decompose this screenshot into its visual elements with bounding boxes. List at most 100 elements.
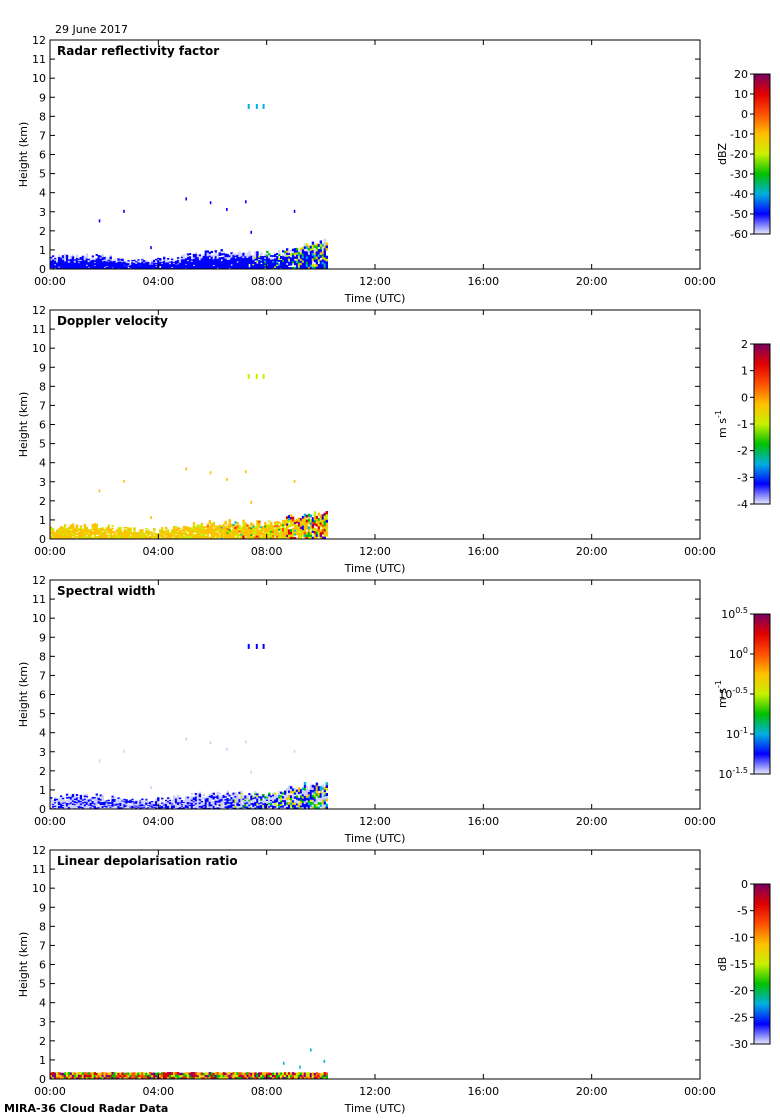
heatmap-cell <box>285 802 289 805</box>
heatmap-cell <box>153 805 156 808</box>
heatmap-cell <box>89 532 93 534</box>
heatmap-cell <box>143 263 146 265</box>
heatmap-cell <box>226 261 229 264</box>
heatmap-cell <box>147 266 150 268</box>
heatmap-cell <box>266 258 269 261</box>
heatmap-cell <box>131 798 134 801</box>
heatmap-cell <box>299 799 303 802</box>
heatmap-cell <box>87 804 91 806</box>
heatmap-cell <box>159 259 162 261</box>
heatmap-cell <box>67 805 71 807</box>
heatmap-cell <box>194 255 198 258</box>
heatmap-cell <box>163 535 166 537</box>
heatmap-cell <box>264 530 267 533</box>
heatmap-cell <box>127 261 130 263</box>
heatmap-cell <box>153 801 156 803</box>
heatmap-cell <box>242 1076 245 1080</box>
heatmap-cell <box>212 523 215 526</box>
heatmap-cell <box>180 262 184 264</box>
heatmap-cell <box>295 256 299 259</box>
heatmap-cell <box>291 518 295 522</box>
heatmap-cell <box>125 266 128 268</box>
heatmap-cell <box>59 265 63 267</box>
heatmap-cell <box>293 1074 297 1078</box>
heatmap-cell <box>190 1074 194 1078</box>
heatmap-cell <box>297 526 301 529</box>
heatmap-cell <box>101 258 104 261</box>
heatmap-cell <box>222 535 225 538</box>
heatmap-cell <box>323 786 327 790</box>
heatmap-cell <box>73 803 77 806</box>
heatmap-cell <box>228 807 231 810</box>
heatmap-cell <box>204 530 208 532</box>
heatmap-cell <box>305 258 309 262</box>
heatmap-cell <box>228 263 231 266</box>
heatmap-cell <box>59 263 63 266</box>
heatmap-cell <box>180 800 184 802</box>
heatmap-cell <box>238 805 241 808</box>
heatmap-cell <box>99 534 102 537</box>
heatmap-cell <box>125 267 128 269</box>
heatmap-cell <box>289 249 293 252</box>
heatmap-cell <box>224 803 227 805</box>
heatmap-cell <box>69 1072 73 1075</box>
heatmap-cell <box>81 799 85 801</box>
heatmap-cell <box>222 261 225 265</box>
heatmap-cell <box>274 264 277 267</box>
heatmap-cell <box>145 265 148 267</box>
heatmap-cell <box>228 266 231 269</box>
heatmap-cell <box>109 801 112 804</box>
heatmap-cell <box>323 262 327 267</box>
heatmap-cell <box>262 260 265 263</box>
heatmap-cell <box>168 799 172 802</box>
heatmap-cell <box>141 805 144 808</box>
heatmap-cell <box>73 1072 77 1076</box>
heatmap-cell <box>85 255 89 257</box>
heatmap-cell <box>69 530 73 533</box>
heatmap-cell <box>141 1076 144 1080</box>
heatmap-cell <box>50 261 53 264</box>
heatmap-cell <box>59 266 63 269</box>
heatmap-cell <box>252 260 255 263</box>
colorbar-tick-label: -30 <box>730 168 748 181</box>
heatmap-cell <box>270 1076 273 1080</box>
heatmap-cell <box>234 800 237 803</box>
heatmap-cell <box>311 536 315 540</box>
heatmap-cell <box>274 259 277 262</box>
heatmap-cell <box>282 520 285 523</box>
heatmap-cell <box>266 1074 269 1078</box>
heatmap-cell <box>254 532 257 535</box>
heatmap-cell <box>99 801 102 804</box>
heatmap-cell <box>117 533 120 535</box>
x-tick-label: 04:00 <box>142 815 174 828</box>
heatmap-cell <box>143 803 146 805</box>
heatmap-cell <box>202 530 206 532</box>
heatmap-cell <box>270 1074 273 1078</box>
heatmap-cell <box>85 261 89 264</box>
heatmap-cell <box>63 803 67 806</box>
heatmap-cell <box>103 261 106 264</box>
heatmap-cell <box>200 262 204 265</box>
heatmap-cell <box>212 257 215 260</box>
heatmap-cell <box>133 803 136 805</box>
heatmap-cell <box>178 530 182 532</box>
heatmap-cell <box>278 1076 281 1080</box>
heatmap-cell <box>226 1076 229 1080</box>
heatmap-cell <box>99 531 102 533</box>
heatmap-cell <box>311 519 315 523</box>
heatmap-cell <box>220 528 223 530</box>
heatmap-cell <box>178 536 182 539</box>
heatmap-cell <box>119 532 122 535</box>
heatmap-cell <box>244 254 247 257</box>
heatmap-cell <box>218 263 221 267</box>
heatmap-cell <box>196 259 200 262</box>
heatmap-cell <box>278 250 281 253</box>
heatmap-cell <box>178 1072 182 1076</box>
panel-title: Doppler velocity <box>57 314 168 328</box>
y-tick-label: 10 <box>32 342 46 355</box>
heatmap-cell <box>278 792 281 795</box>
heatmap-cell <box>270 528 273 531</box>
heatmap-cell <box>218 262 221 265</box>
heatmap-cell <box>111 797 114 799</box>
heatmap-cell <box>244 522 247 525</box>
